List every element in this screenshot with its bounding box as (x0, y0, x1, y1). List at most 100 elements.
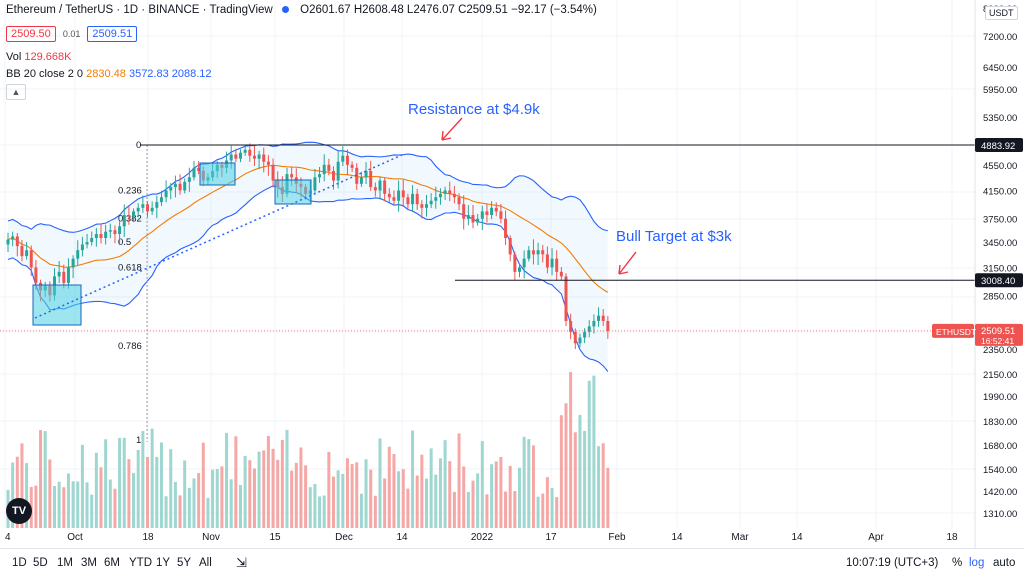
candle-body (313, 177, 317, 191)
candle-body (345, 155, 349, 165)
timeframe-6m[interactable]: 6M (104, 557, 120, 569)
volume-bar (318, 496, 322, 528)
volume-bar (290, 470, 294, 528)
timeframe-1d[interactable]: 1D (12, 557, 27, 569)
time-tick-label: 15 (269, 532, 281, 543)
volume-bar (62, 487, 66, 528)
candle-body (573, 331, 577, 344)
symbol-title[interactable]: Ethereum / TetherUS · 1D · BINANCE · Tra… (6, 4, 273, 16)
timeframe-5y[interactable]: 5Y (177, 557, 192, 569)
candle-body (457, 197, 461, 205)
candle-body (429, 200, 433, 205)
volume-legend[interactable]: Vol 129.668K (6, 51, 71, 63)
volume-bar (480, 440, 484, 528)
buy-button[interactable]: 2509.51 (87, 26, 138, 42)
candle-body (341, 155, 345, 162)
candle-body (401, 190, 405, 198)
annotation-overlay: Resistance at $4.9k Bull Target at $3k (0, 101, 975, 332)
candle-body (127, 215, 131, 217)
volume-bar (206, 497, 210, 528)
candle-body (364, 170, 368, 178)
candle-body (262, 154, 266, 162)
volume-bar (411, 430, 415, 528)
candle-body (248, 149, 252, 156)
volume-bar (359, 493, 363, 528)
price-tick-label: 2850.00 (983, 291, 1017, 302)
candle-body (383, 180, 387, 194)
clock[interactable]: 10:07:19 (UTC+3) (846, 557, 939, 569)
volume-bar (53, 486, 56, 528)
volume-bar (122, 437, 126, 528)
candle-body (411, 193, 415, 205)
tradingview-logo-icon[interactable]: TV (6, 498, 32, 524)
timeframe-1y[interactable]: 1Y (156, 557, 171, 569)
volume-bar (43, 431, 47, 528)
candle-body (318, 174, 322, 178)
candle-body (99, 234, 103, 238)
volume-bar (215, 468, 219, 528)
sell-button[interactable]: 2509.50 (6, 26, 56, 42)
candle-body (85, 242, 89, 245)
candle-body (513, 254, 517, 272)
time-tick-label: 14 (396, 532, 408, 543)
bb-lower-value: 2088.12 (171, 68, 212, 80)
timeframe-1m[interactable]: 1M (57, 557, 73, 569)
chevron-up-icon[interactable]: ▲ (6, 84, 26, 100)
timeframe-ytd[interactable]: YTD (129, 557, 152, 569)
timeframe-3m[interactable]: 3M (81, 557, 97, 569)
volume-bar (355, 462, 359, 528)
symbol-tag: ETHUSDT (936, 327, 976, 337)
candle-body (559, 271, 563, 277)
candle-body (80, 244, 84, 251)
volume-bar (173, 481, 177, 528)
timeframe-5d[interactable]: 5D (33, 557, 48, 569)
candle-body (476, 218, 480, 223)
fib-level-label: 0.382 (118, 214, 142, 225)
bollinger-bands (7, 141, 609, 372)
calendar-range-icon[interactable]: ⇲ (236, 555, 247, 570)
time-tick-label: Oct (67, 532, 83, 543)
volume-bar (262, 450, 266, 528)
bb-basis-value: 2830.48 (86, 68, 126, 80)
volume-bar (76, 481, 80, 528)
volume-bar (150, 428, 154, 528)
timeframe-all[interactable]: All (199, 557, 212, 569)
price-tick-label: 3150.00 (983, 263, 1017, 274)
auto-toggle[interactable]: auto (993, 557, 1016, 569)
candle-body (350, 164, 354, 168)
candle-body (71, 258, 75, 268)
fib-level-label: 0 (136, 140, 141, 151)
volume-bar (285, 429, 289, 528)
volume-bar (48, 459, 52, 528)
candle-body (173, 183, 177, 188)
volume-bar (425, 478, 428, 528)
bollinger-legend[interactable]: BB 20 close 2 0 2830.48 3572.83 2088.12 (6, 68, 212, 80)
candle-body (322, 164, 326, 175)
volume-bar (397, 471, 401, 528)
volume-bar (25, 463, 29, 528)
volume-bar (578, 414, 582, 528)
candle-body (290, 174, 294, 178)
target-arrow (618, 251, 637, 275)
volume-bar (429, 448, 433, 528)
volume-bar (434, 474, 438, 528)
price-tick-label: 5950.00 (983, 85, 1017, 96)
candle-body (62, 271, 66, 283)
price-tick-label: 1680.00 (983, 441, 1017, 452)
volume-bar (178, 495, 182, 528)
candle-body (583, 331, 587, 338)
candle-body (266, 161, 270, 165)
percent-toggle[interactable]: % (952, 557, 963, 569)
candle-body (578, 337, 582, 344)
candle-body (373, 187, 377, 191)
volume-bar (466, 491, 470, 528)
candle-body (425, 204, 428, 208)
currency-label[interactable]: USDT (985, 6, 1018, 20)
time-tick-label: 4 (5, 532, 11, 543)
candle-body (415, 193, 419, 205)
log-toggle[interactable]: log (969, 557, 985, 569)
volume-bar (20, 443, 24, 528)
time-tick-label: Apr (868, 532, 884, 543)
price-tick-label: 1830.00 (983, 417, 1017, 428)
